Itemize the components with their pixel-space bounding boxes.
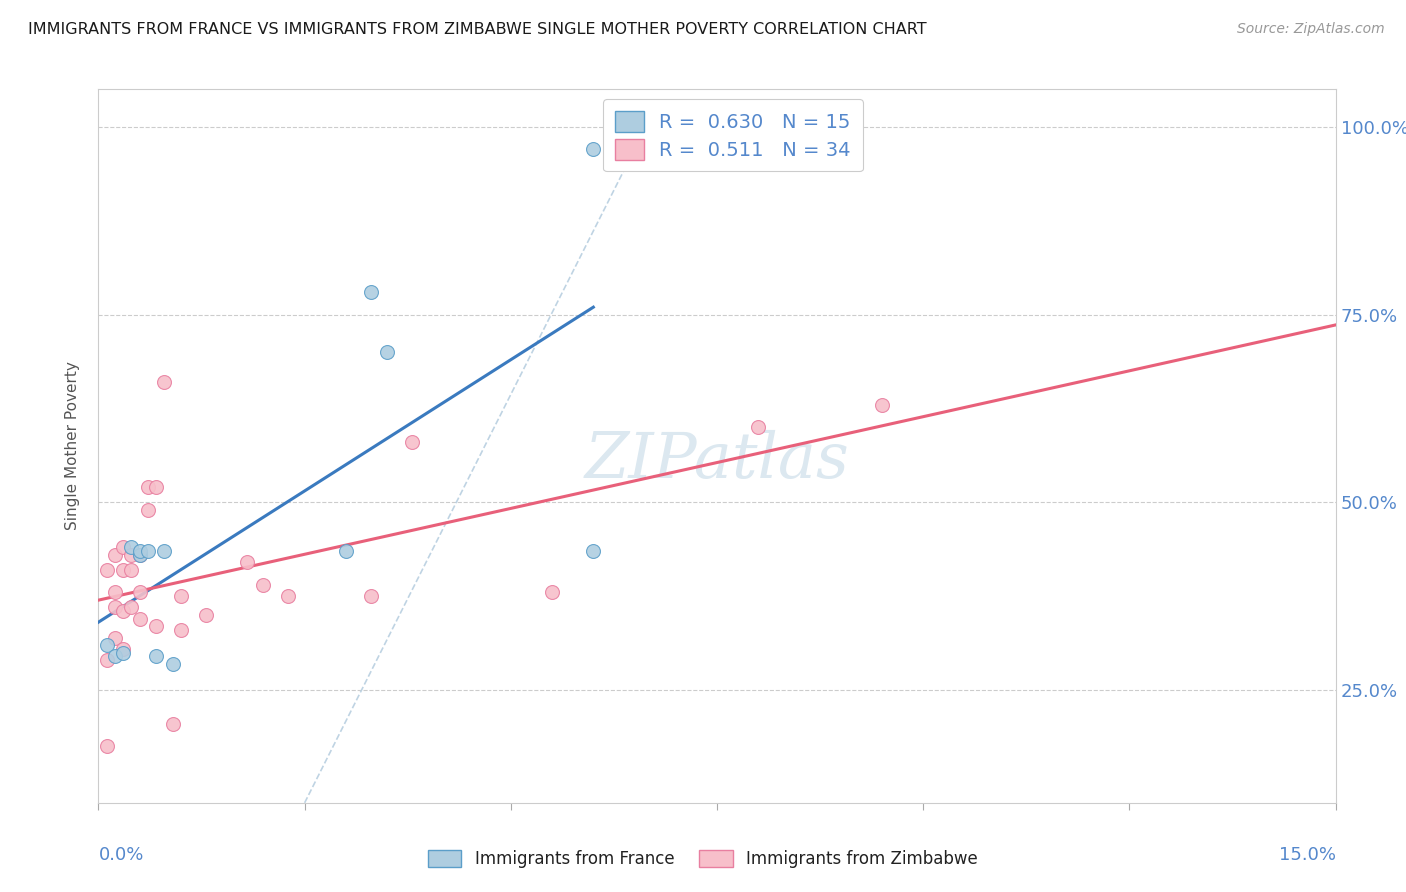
Point [128,585,150,599]
Point [104,585,127,599]
Legend: Immigrants from France, Immigrants from Zimbabwe: Immigrants from France, Immigrants from … [422,843,984,875]
Point [145,649,167,664]
Point [335,544,357,558]
Point [401,435,423,450]
Point [96,653,118,667]
Point [582,142,605,156]
Text: 0.0%: 0.0% [98,846,143,863]
Point [136,480,159,494]
Point [541,585,564,599]
Point [153,375,176,389]
Point [145,619,167,633]
Point [104,631,127,645]
Point [112,641,135,656]
Point [162,717,184,731]
Point [104,548,127,562]
Point [162,657,184,671]
Point [112,563,135,577]
Point [277,589,299,603]
Text: ZIPatlas: ZIPatlas [585,429,849,491]
Point [128,548,150,562]
Point [747,420,769,434]
Point [153,544,176,558]
Point [120,541,142,555]
Point [252,578,274,592]
Point [96,739,118,754]
Point [375,345,398,359]
Text: IMMIGRANTS FROM FRANCE VS IMMIGRANTS FROM ZIMBABWE SINGLE MOTHER POVERTY CORRELA: IMMIGRANTS FROM FRANCE VS IMMIGRANTS FRO… [28,22,927,37]
Point [112,541,135,555]
Point [236,556,259,570]
Legend: R =  0.630   N = 15, R =  0.511   N = 34: R = 0.630 N = 15, R = 0.511 N = 34 [603,99,863,171]
Text: Source: ZipAtlas.com: Source: ZipAtlas.com [1237,22,1385,37]
Point [128,548,150,562]
Point [112,604,135,618]
Point [360,285,382,299]
Point [96,563,118,577]
Point [112,646,135,660]
Point [194,607,217,622]
Point [120,563,142,577]
Point [360,589,382,603]
Point [120,548,142,562]
Point [870,398,893,412]
Point [136,544,159,558]
Y-axis label: Single Mother Poverty: Single Mother Poverty [65,361,80,531]
Point [96,638,118,652]
Point [128,544,150,558]
Point [170,589,193,603]
Text: 15.0%: 15.0% [1278,846,1336,863]
Point [145,480,167,494]
Point [128,612,150,626]
Point [170,623,193,637]
Point [104,649,127,664]
Point [136,503,159,517]
Point [120,600,142,615]
Point [104,600,127,615]
Point [582,544,605,558]
